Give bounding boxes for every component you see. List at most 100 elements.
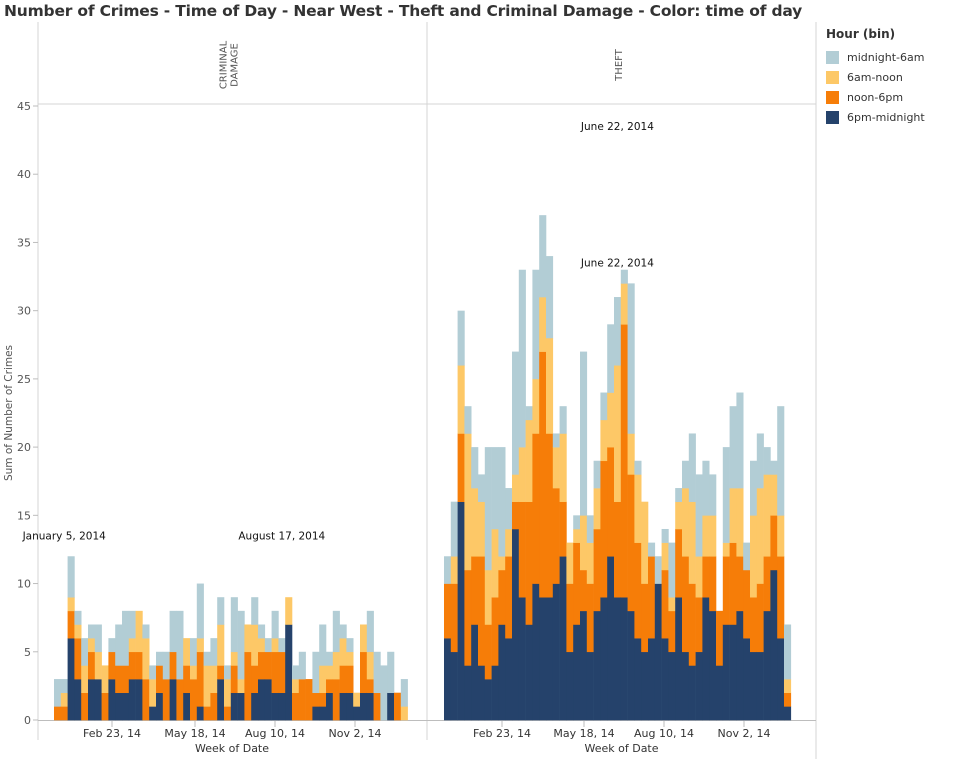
- bar-segment[interactable]: [60, 706, 68, 721]
- bar-segment[interactable]: [67, 597, 75, 612]
- bar-segment[interactable]: [552, 447, 560, 489]
- bar-segment[interactable]: [505, 528, 513, 557]
- bar-segment[interactable]: [237, 610, 245, 680]
- bar-segment[interactable]: [620, 597, 628, 721]
- bar-segment[interactable]: [600, 392, 608, 421]
- bar-segment[interactable]: [74, 638, 82, 680]
- bar-segment[interactable]: [450, 651, 458, 721]
- bar-segment[interactable]: [512, 474, 520, 502]
- bar-segment[interactable]: [627, 433, 635, 475]
- bar-segment[interactable]: [505, 488, 513, 530]
- bar-segment[interactable]: [224, 706, 232, 721]
- bar-segment[interactable]: [196, 706, 204, 721]
- bar-segment[interactable]: [292, 679, 300, 694]
- bar-segment[interactable]: [709, 556, 717, 612]
- bar-segment[interactable]: [122, 692, 130, 721]
- bar-segment[interactable]: [457, 433, 465, 502]
- bar-segment[interactable]: [230, 665, 238, 694]
- bar-segment[interactable]: [607, 392, 615, 448]
- bar-segment[interactable]: [183, 638, 191, 666]
- bar-segment[interactable]: [339, 638, 347, 666]
- bar-segment[interactable]: [88, 651, 96, 680]
- bar-segment[interactable]: [326, 679, 334, 694]
- bar-segment[interactable]: [319, 706, 327, 721]
- bar-segment[interactable]: [736, 488, 744, 557]
- bar-segment[interactable]: [688, 583, 696, 666]
- bar-segment[interactable]: [196, 583, 204, 639]
- bar-segment[interactable]: [641, 583, 649, 653]
- bar-segment[interactable]: [763, 447, 771, 475]
- bar-segment[interactable]: [498, 624, 506, 721]
- bar-segment[interactable]: [264, 651, 272, 680]
- bar-segment[interactable]: [457, 501, 465, 721]
- bar-segment[interactable]: [285, 597, 293, 625]
- bar-segment[interactable]: [471, 488, 479, 557]
- bar-segment[interactable]: [464, 406, 472, 434]
- bar-segment[interactable]: [607, 447, 615, 557]
- bar-segment[interactable]: [366, 692, 374, 721]
- bar-segment[interactable]: [60, 692, 68, 707]
- bar-segment[interactable]: [278, 651, 286, 694]
- legend-item[interactable]: midnight-6am: [826, 47, 961, 67]
- bar-segment[interactable]: [593, 488, 601, 530]
- bar-segment[interactable]: [444, 583, 452, 639]
- bar-segment[interactable]: [360, 692, 368, 721]
- bar-segment[interactable]: [525, 501, 533, 625]
- bar-segment[interactable]: [176, 679, 184, 721]
- bar-segment[interactable]: [156, 665, 164, 694]
- bar-segment[interactable]: [217, 597, 225, 625]
- bar-segment[interactable]: [593, 460, 601, 489]
- bar-segment[interactable]: [271, 651, 279, 694]
- bar-segment[interactable]: [532, 378, 540, 434]
- bar-segment[interactable]: [695, 556, 703, 598]
- bar-segment[interactable]: [484, 679, 492, 721]
- bar-segment[interactable]: [668, 597, 676, 612]
- bar-segment[interactable]: [332, 651, 340, 680]
- bar-segment[interactable]: [101, 665, 109, 694]
- bar-segment[interactable]: [346, 665, 354, 694]
- bar-segment[interactable]: [332, 679, 340, 721]
- bar-segment[interactable]: [81, 638, 89, 666]
- bar-segment[interactable]: [128, 651, 136, 680]
- bar-segment[interactable]: [457, 365, 465, 434]
- bar-segment[interactable]: [332, 610, 340, 653]
- bar-segment[interactable]: [484, 447, 492, 571]
- bar-segment[interactable]: [784, 692, 792, 707]
- bar-segment[interactable]: [346, 638, 354, 653]
- bar-segment[interactable]: [264, 638, 272, 653]
- bar-segment[interactable]: [128, 679, 136, 721]
- bar-segment[interactable]: [278, 638, 286, 653]
- bar-segment[interactable]: [770, 569, 778, 721]
- bar-segment[interactable]: [614, 597, 622, 721]
- bar-segment[interactable]: [620, 269, 628, 284]
- bar-segment[interactable]: [777, 515, 785, 557]
- bar-segment[interactable]: [81, 665, 89, 694]
- bar-segment[interactable]: [258, 638, 266, 653]
- bar-segment[interactable]: [580, 351, 588, 516]
- bar-segment[interactable]: [190, 638, 198, 666]
- bar-segment[interactable]: [722, 556, 730, 625]
- bar-segment[interactable]: [457, 310, 465, 366]
- bar-segment[interactable]: [298, 651, 306, 680]
- bar-segment[interactable]: [668, 542, 676, 598]
- bar-segment[interactable]: [305, 679, 313, 721]
- bar-segment[interactable]: [190, 679, 198, 721]
- bar-segment[interactable]: [142, 638, 150, 680]
- bar-segment[interactable]: [94, 624, 102, 653]
- bar-segment[interactable]: [94, 679, 102, 721]
- bar-segment[interactable]: [292, 665, 300, 680]
- bar-segment[interactable]: [353, 692, 361, 707]
- bar-segment[interactable]: [750, 460, 758, 516]
- bar-segment[interactable]: [394, 692, 402, 721]
- bar-segment[interactable]: [750, 597, 758, 653]
- bar-segment[interactable]: [770, 460, 778, 475]
- bar-segment[interactable]: [400, 706, 408, 721]
- bar-segment[interactable]: [525, 419, 533, 502]
- bar-segment[interactable]: [149, 665, 157, 680]
- bar-segment[interactable]: [74, 610, 82, 625]
- bar-segment[interactable]: [573, 542, 581, 625]
- bar-segment[interactable]: [729, 488, 737, 543]
- bar-segment[interactable]: [518, 269, 526, 448]
- bar-segment[interactable]: [156, 651, 164, 666]
- bar-segment[interactable]: [763, 556, 771, 612]
